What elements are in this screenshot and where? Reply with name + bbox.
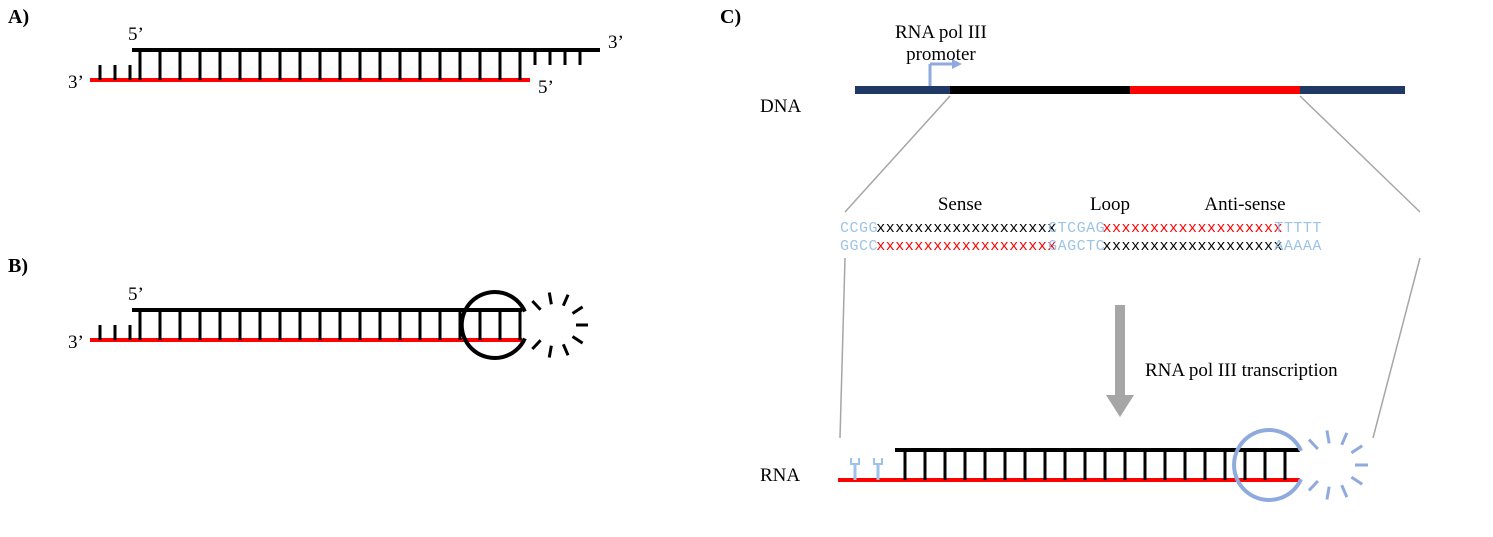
svg-text:5’: 5’: [128, 284, 144, 305]
panel-c-rna-hairpin: [838, 430, 1368, 500]
panel-a-duplex: 5’ 3’ 3’ 5’: [68, 24, 624, 98]
svg-text:xxxxxxxxxxxxxxxxxxx: xxxxxxxxxxxxxxxxxxx: [876, 238, 1057, 255]
dna-label: DNA: [760, 96, 801, 118]
svg-text:xxxxxxxxxxxxxxxxxxx: xxxxxxxxxxxxxxxxxxx: [876, 220, 1057, 237]
svg-text:CCGG: CCGG: [840, 220, 878, 237]
svg-text:xxxxxxxxxxxxxxxxxxx: xxxxxxxxxxxxxxxxxxx: [1102, 238, 1283, 255]
svg-text:xxxxxxxxxxxxxxxxxxx: xxxxxxxxxxxxxxxxxxx: [1102, 220, 1283, 237]
svg-text:Sense: Sense: [938, 194, 982, 215]
svg-text:Loop: Loop: [1090, 194, 1130, 215]
svg-text:GAGCTC: GAGCTC: [1048, 238, 1105, 255]
svg-text:5’: 5’: [538, 77, 554, 98]
panel-b-hairpin: 5’ 3’: [68, 284, 588, 358]
svg-text:3’: 3’: [68, 332, 84, 353]
svg-text:AAAAA: AAAAA: [1274, 238, 1322, 255]
svg-text:TTTTT: TTTTT: [1274, 220, 1322, 237]
svg-text:Anti-sense: Anti-sense: [1204, 194, 1285, 215]
figure-svg: 5’3’3’5’5’3’SenseLoopAnti-senseCCGGxxxxx…: [0, 0, 1493, 537]
svg-text:CTCGAG: CTCGAG: [1048, 220, 1105, 237]
svg-text:5’: 5’: [128, 24, 144, 45]
rna-label: RNA: [760, 465, 800, 487]
svg-text:3’: 3’: [68, 72, 84, 93]
svg-text:3’: 3’: [608, 32, 624, 53]
svg-text:GGCC: GGCC: [840, 238, 878, 255]
promoter-label: RNA pol IIIpromoter: [895, 22, 987, 66]
transcription-label: RNA pol III transcription: [1145, 360, 1338, 382]
